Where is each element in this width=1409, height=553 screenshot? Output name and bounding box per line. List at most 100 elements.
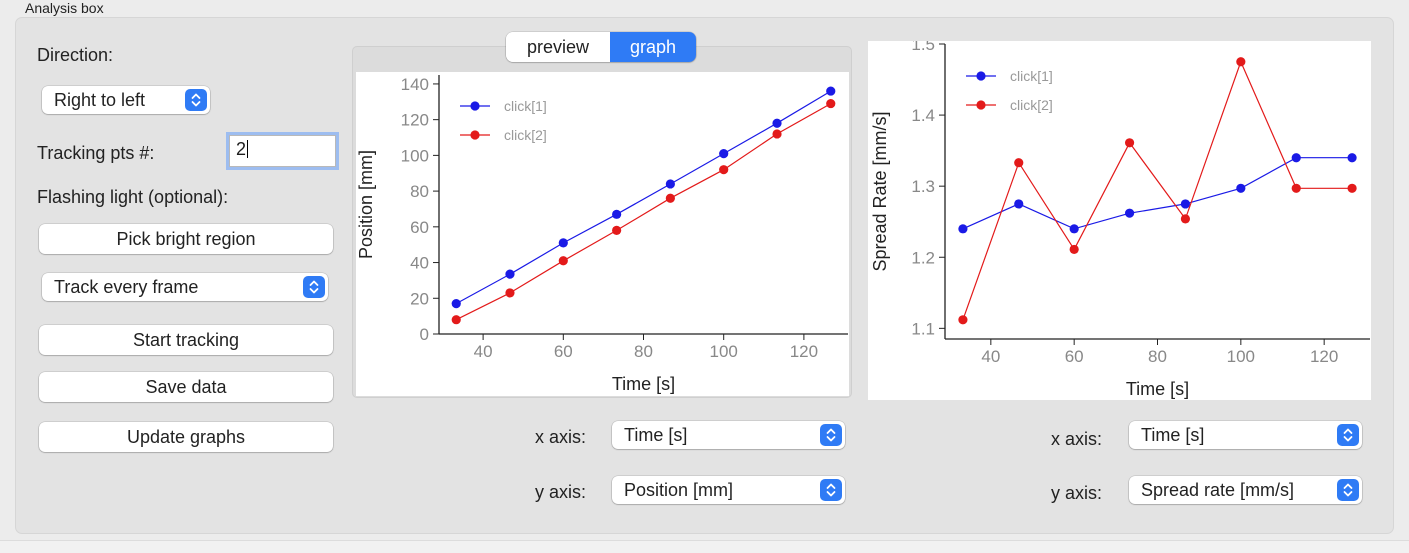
series-1-point: [1124, 208, 1135, 218]
series-1-line: [962, 157, 1353, 230]
y-tick-label: 1.1: [911, 319, 935, 338]
x-tick-label: 100: [710, 342, 738, 361]
legend-2-marker: [470, 130, 480, 140]
series-2-point: [505, 288, 515, 298]
x-tick-label: 120: [1310, 347, 1338, 366]
tab-graph[interactable]: graph: [610, 32, 696, 62]
updown-chevron-icon: [185, 89, 207, 111]
legend-1-marker: [976, 71, 986, 81]
track-mode-popup[interactable]: Track every frame: [42, 273, 328, 301]
series-2-point: [665, 193, 675, 203]
series-2-point: [772, 129, 782, 139]
updown-chevron-icon: [1337, 424, 1359, 446]
y-axis-title: Spread Rate [mm/s]: [870, 111, 890, 271]
x-tick-label: 80: [634, 342, 653, 361]
track-mode-value: Track every frame: [54, 277, 199, 297]
y-tick-label: 20: [410, 289, 429, 308]
series-1-point: [1236, 183, 1246, 193]
series-2-point: [612, 225, 622, 235]
right-x-axis-popup[interactable]: Time [s]: [1129, 421, 1362, 449]
legend-1-marker: [470, 101, 480, 111]
y-tick-label: 1.3: [911, 177, 935, 196]
x-tick-label: 120: [790, 342, 818, 361]
x-tick-label: 100: [1227, 347, 1255, 366]
window-bottom-strip: [0, 540, 1409, 553]
legend-2-label: click[2]: [1010, 97, 1053, 113]
series-1-point: [1069, 224, 1079, 234]
x-axis-title: Time [s]: [612, 374, 675, 394]
series-1-point: [1347, 153, 1357, 163]
series-1-point: [1180, 199, 1191, 209]
series-2-point: [1180, 214, 1191, 224]
left-x-axis-value: Time [s]: [624, 425, 688, 445]
y-tick-label: 40: [410, 254, 429, 273]
legend-2-label: click[2]: [504, 127, 547, 143]
y-tick-label: 1.5: [911, 41, 935, 54]
spread-rate-chart-svg: 1.1 1.2 1.3 1.4 1.5 40 60 80 100 120 Time [s] Sprea…: [870, 35, 1370, 399]
y-tick-label: 120: [401, 111, 429, 130]
legend-1-label: click[1]: [504, 98, 547, 114]
y-tick-label: 140: [401, 75, 429, 94]
tab-preview[interactable]: preview: [506, 32, 610, 62]
updown-chevron-icon: [820, 479, 842, 501]
series-2-point: [451, 315, 461, 325]
right-y-axis-popup[interactable]: Spread rate [mm/s]: [1129, 476, 1362, 504]
spread-rate-chart: 1.1 1.2 1.3 1.4 1.5 40 60 80 100 120 Time [s] Sprea…: [868, 35, 1371, 400]
tracking-pts-value: 2: [236, 139, 247, 159]
tracking-pts-label: Tracking pts #:: [37, 143, 155, 163]
tracking-pts-field[interactable]: 2: [226, 132, 339, 170]
series-1-point: [958, 224, 968, 234]
right-y-axis-value: Spread rate [mm/s]: [1141, 480, 1295, 500]
start-tracking-button[interactable]: Start tracking: [39, 325, 333, 355]
x-tick-label: 60: [554, 342, 573, 361]
series-1-point: [1291, 153, 1301, 163]
x-tick-label: 80: [1148, 347, 1167, 366]
updown-chevron-icon: [303, 276, 325, 298]
series-2-point: [826, 98, 836, 109]
series-1-point: [772, 118, 782, 128]
legend-1-label: click[1]: [1010, 68, 1053, 84]
right-y-axis-label: y axis:: [1051, 483, 1103, 503]
y-tick-label: 100: [401, 146, 429, 165]
updown-chevron-icon: [820, 424, 842, 446]
analysis-box-title: Analysis box: [25, 0, 104, 16]
series-1-point: [719, 148, 729, 159]
save-data-button[interactable]: Save data: [39, 372, 333, 402]
left-y-axis-label: y axis:: [535, 482, 587, 502]
left-y-axis-popup[interactable]: Position [mm]: [612, 476, 845, 504]
series-2-point: [958, 315, 968, 325]
series-1-point: [665, 179, 675, 189]
series-2-point: [1014, 158, 1024, 168]
right-x-axis-value: Time [s]: [1141, 425, 1205, 445]
direction-popup[interactable]: Right to left: [42, 86, 210, 114]
series-2-point: [558, 256, 568, 266]
left-x-axis-label: x axis:: [535, 427, 587, 447]
series-1-point: [505, 269, 515, 279]
pick-bright-region-button[interactable]: Pick bright region: [39, 224, 333, 254]
updown-chevron-icon: [1337, 479, 1359, 501]
series-1-point: [558, 238, 568, 248]
series-1-point: [826, 86, 836, 96]
y-axis-title: Position [mm]: [356, 150, 376, 259]
y-tick-label: 1.2: [911, 248, 935, 267]
series-2-point: [1124, 138, 1135, 148]
series-2-point: [1236, 57, 1246, 67]
series-1-line: [455, 90, 832, 305]
y-tick-label: 1.4: [911, 106, 935, 125]
left-y-axis-value: Position [mm]: [624, 480, 734, 500]
series-2-point: [1069, 244, 1079, 255]
x-tick-label: 40: [981, 347, 1000, 366]
position-chart: 0 20 40 60 80 100 120 140 40 60 80 100 120 Time [s] Po…: [356, 72, 849, 396]
update-graphs-button[interactable]: Update graphs: [39, 422, 333, 452]
direction-value: Right to left: [54, 90, 146, 110]
left-x-axis-popup[interactable]: Time [s]: [612, 421, 845, 449]
series-2-point: [1291, 183, 1301, 193]
series-1-point: [451, 299, 461, 309]
legend-2-marker: [976, 100, 986, 110]
series-2-line: [455, 103, 832, 321]
y-tick-label: 0: [420, 325, 429, 344]
series-1-point: [1014, 199, 1024, 209]
direction-label: Direction:: [37, 45, 114, 65]
y-tick-label: 80: [410, 182, 429, 201]
right-x-axis-label: x axis:: [1051, 429, 1103, 449]
